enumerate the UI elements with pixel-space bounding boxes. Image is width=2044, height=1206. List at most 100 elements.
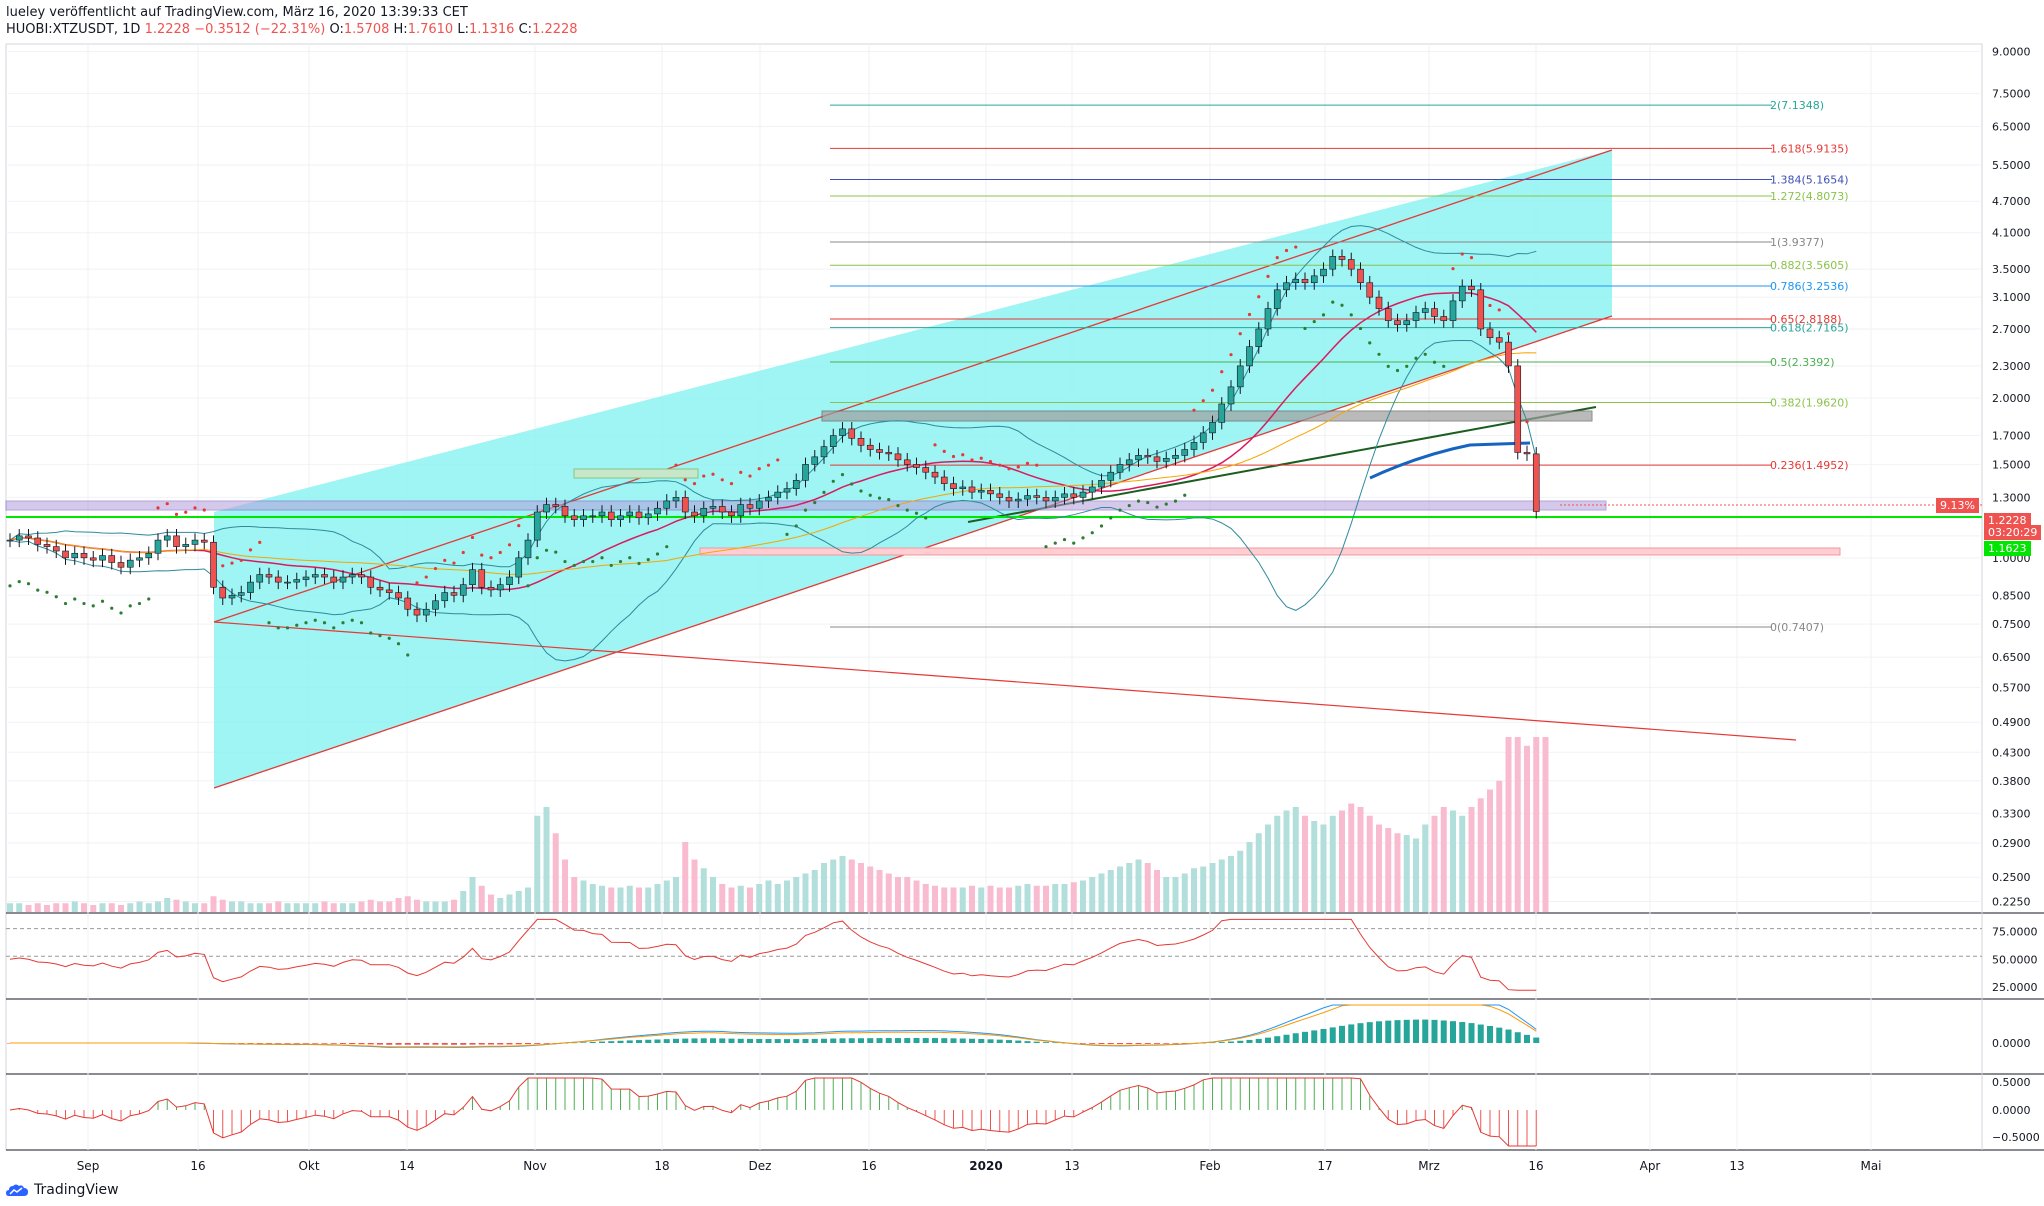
parabolic-sar-dot [711,472,715,476]
macd-histogram-bar [765,1039,772,1043]
volume-bar [848,859,855,912]
candle-body [561,506,569,517]
candle-body [1468,285,1475,291]
volume-bar [1006,887,1012,912]
parabolic-sar-dot [433,566,438,571]
macd-histogram-bar [404,1043,411,1045]
parabolic-sar-dot [859,489,863,493]
parabolic-sar-dot [1377,352,1381,356]
macd-histogram-bar [256,1043,263,1044]
macd-histogram-bar [1218,1042,1225,1043]
candle-body [1403,320,1411,326]
parabolic-sar-dot [1506,332,1511,336]
volume-bar [1172,877,1179,912]
price-axis-label: 1.7000 [1992,430,2031,443]
parabolic-sar-dot [1201,399,1205,403]
macd-histogram-bar [534,1043,541,1044]
parabolic-sar-dot [1155,505,1159,509]
volume-bar [238,901,245,912]
volume-bar [497,898,504,912]
volume-bar [145,903,152,912]
volume-bar [266,903,272,912]
candle-body [34,537,42,545]
macd-histogram-bar [1274,1036,1281,1043]
candle-body [302,576,310,580]
macd-histogram-bar [312,1043,319,1044]
volume-bar [737,885,744,912]
time-axis-label: 16 [1528,1159,1543,1173]
parabolic-sar-dot [988,460,993,464]
macd-histogram-bar [321,1043,328,1044]
volume-bar [932,885,938,912]
macd-histogram-bar [506,1043,513,1045]
parabolic-sar-dot [655,552,660,556]
parabolic-sar-dot [285,626,290,630]
candle-body [774,491,782,498]
footer-brand[interactable]: TradingView [6,1178,119,1202]
parabolic-sar-dot [1053,541,1057,545]
parabolic-sar-dot [396,642,401,646]
parabolic-sar-dot [702,474,706,478]
price-tag: 9.13% [1936,498,1979,513]
candle-body [765,497,772,502]
volume-bar [1376,824,1382,912]
parabolic-sar-dot [526,584,530,588]
volume-bar [1209,863,1216,912]
macd-histogram-bar [1292,1033,1299,1043]
volume-bar [1348,803,1355,912]
candle-body [950,483,957,489]
volume-bar [506,894,513,912]
macd-histogram-bar [673,1038,679,1043]
candle-body [700,507,708,517]
parabolic-sar-dot [970,458,974,462]
parabolic-sar-dot [1192,408,1196,412]
volume-bar [192,903,198,912]
low-value: 1.1316 [468,22,515,37]
time-axis-label: 16 [861,1159,876,1173]
fib-level-label: 0.382(1.9620) [1770,397,1849,410]
price-tag: 1.1623 [1984,541,2031,556]
volume-bar [1061,884,1068,912]
macd-histogram-bar [1311,1030,1318,1043]
candle-body [1125,459,1133,465]
volume-bar [1015,885,1022,912]
candle-body [330,576,338,583]
parabolic-sar-dot [1229,353,1233,357]
parabolic-sar-dot [165,502,169,506]
price-axis-label: 1.5000 [1992,458,2031,471]
parabolic-sar-dot [1442,364,1446,368]
parabolic-sar-dot [951,454,956,459]
macd-histogram-bar [377,1043,383,1045]
macd-histogram-bar [1246,1039,1253,1043]
candle-body [1088,486,1096,493]
volume-bar [488,894,494,912]
macd-histogram-bar [1468,1023,1475,1043]
macd-histogram-bar [858,1038,864,1043]
candle-body [1347,259,1355,270]
volume-bar [155,901,161,912]
macd-histogram-bar [1403,1019,1410,1043]
price-axis-label: 0.7500 [1992,618,2031,631]
macd-histogram-bar [571,1042,578,1044]
volume-bar [293,903,300,912]
candle-body [811,456,819,465]
parabolic-sar-dot [1183,493,1187,497]
candle-body [533,511,541,541]
volume-bar [1542,737,1549,912]
parabolic-sar-dot [452,561,456,565]
candle-body [1329,256,1337,270]
macd-histogram-bar [1357,1023,1364,1043]
volume-bar [118,905,124,912]
candle-body [1394,320,1401,326]
macd-histogram-bar [478,1043,485,1045]
volume-bar [885,873,892,912]
volume-bar [996,887,1003,912]
candle-body [1357,268,1364,284]
parabolic-sar-dot [341,621,345,625]
parabolic-sar-dot [1072,541,1076,545]
volume-bar [423,901,430,912]
macd-histogram-bar [1015,1040,1022,1043]
macd-histogram-bar [969,1038,975,1043]
parabolic-sar-dot [1044,545,1048,549]
